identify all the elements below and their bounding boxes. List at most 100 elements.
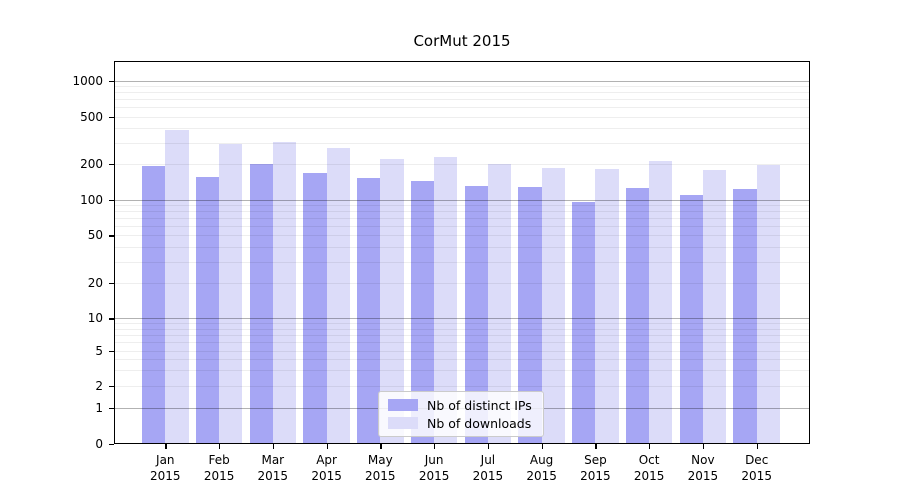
y-grid-minor [114,225,810,227]
bar-distinct-ips [195,177,220,444]
y-tick-label: 10 [87,311,103,326]
y-grid-minor [114,142,810,144]
y-tick-mark [109,282,114,284]
bar-downloads [165,129,189,444]
y-tick-label: 50 [87,228,103,243]
y-grid-minor [114,86,810,88]
legend-label-downloads: Nb of downloads [427,415,532,431]
y-tick-mark [109,443,114,445]
bar-distinct-ips [410,181,435,444]
y-grid-minor [114,386,810,387]
bar-downloads [595,168,619,444]
y-tick-mark [109,80,114,82]
y-grid-minor [114,107,810,109]
chart-title: CorMut 2015 [413,32,511,50]
bar-distinct-ips [518,187,542,444]
bar-distinct-ips [572,201,596,444]
y-tick-label: 1 [95,400,103,415]
x-tick-label: Jan 2015 [150,453,181,483]
legend-label-distinct-ips: Nb of distinct IPs [427,397,532,413]
bar-downloads [219,143,243,444]
bar-distinct-ips [357,177,381,444]
x-tick-label: Jun 2015 [418,453,450,483]
x-tick-label: Aug 2015 [526,453,557,483]
y-grid-minor [114,217,810,219]
y-tick-mark [109,407,114,409]
x-tick-label: Oct 2015 [633,453,665,483]
legend-swatch-distinct-ips [388,399,418,411]
y-tick-label: 5 [95,343,103,358]
y-tick-mark [109,116,114,118]
x-tick-mark [702,444,705,449]
bar-downloads [380,159,404,444]
x-tick-mark [434,444,436,449]
bar-distinct-ips [249,164,273,444]
legend-item-distinct-ips: Nb of distinct IPs [388,398,534,413]
bar-downloads [434,156,458,444]
plot-area: Nb of distinct IPs Nb of downloads [114,61,810,444]
bar-distinct-ips [464,186,488,444]
y-tick-label: 0 [95,436,103,451]
x-tick-label: Dec 2015 [741,453,772,483]
x-tick-mark [219,444,221,449]
bar-distinct-ips [733,189,757,444]
x-tick-label: Sep 2015 [580,453,611,483]
x-tick-label: Mar 2015 [257,453,289,483]
x-tick-mark [272,444,275,449]
y-grid-major [114,318,810,320]
legend-swatch-downloads [388,417,418,429]
y-tick-mark [109,199,114,201]
bar-downloads [326,148,350,444]
y-grid-minor [114,204,810,206]
y-grid-minor [114,350,810,352]
x-tick-mark [649,444,651,449]
y-tick-label: 20 [87,275,103,290]
bar-downloads [702,170,727,444]
y-grid-minor [114,328,810,330]
y-grid-minor [114,116,810,118]
y-tick-label: 1000 [72,73,103,88]
y-grid-minor [114,335,810,336]
y-tick-mark [109,318,114,320]
bar-distinct-ips [142,165,166,444]
y-grid-minor [114,282,810,284]
x-tick-mark [541,444,543,449]
y-grid-minor [114,342,810,344]
bar-downloads [649,160,673,444]
bar-distinct-ips [303,173,327,444]
y-grid-minor [114,163,810,165]
y-grid-major [114,199,810,201]
y-tick-mark [109,386,114,388]
y-grid-minor [114,323,810,325]
bar-distinct-ips [625,188,650,444]
x-tick-mark [326,444,328,449]
y-tick-label: 2 [95,379,103,393]
y-tick-label: 200 [80,156,103,171]
y-grid-minor [114,99,810,101]
x-tick-label: Nov 2015 [687,453,719,483]
y-grid-minor [114,235,810,237]
y-tick-label: 100 [80,192,103,207]
x-tick-label: Jul 2015 [472,453,504,483]
x-tick-label: Apr 2015 [311,453,342,483]
bar-downloads [272,142,297,444]
bar-downloads [756,165,780,444]
bar-distinct-ips [679,194,703,444]
y-tick-mark [109,350,114,352]
y-grid-minor [114,261,810,263]
bar-downloads [487,164,512,444]
y-grid-minor [114,370,810,372]
legend-item-downloads: Nb of downloads [388,416,534,431]
x-tick-label: May 2015 [365,453,396,483]
x-tick-mark [756,444,758,449]
legend: Nb of distinct IPs Nb of downloads [378,391,544,437]
y-grid-major [114,80,810,82]
y-grid-minor [114,92,810,94]
y-tick-mark [109,163,114,165]
x-tick-mark [595,444,597,449]
bar-downloads [541,168,565,444]
y-tick-label: 500 [80,109,103,124]
x-tick-mark [165,444,167,449]
y-tick-mark [109,235,114,237]
